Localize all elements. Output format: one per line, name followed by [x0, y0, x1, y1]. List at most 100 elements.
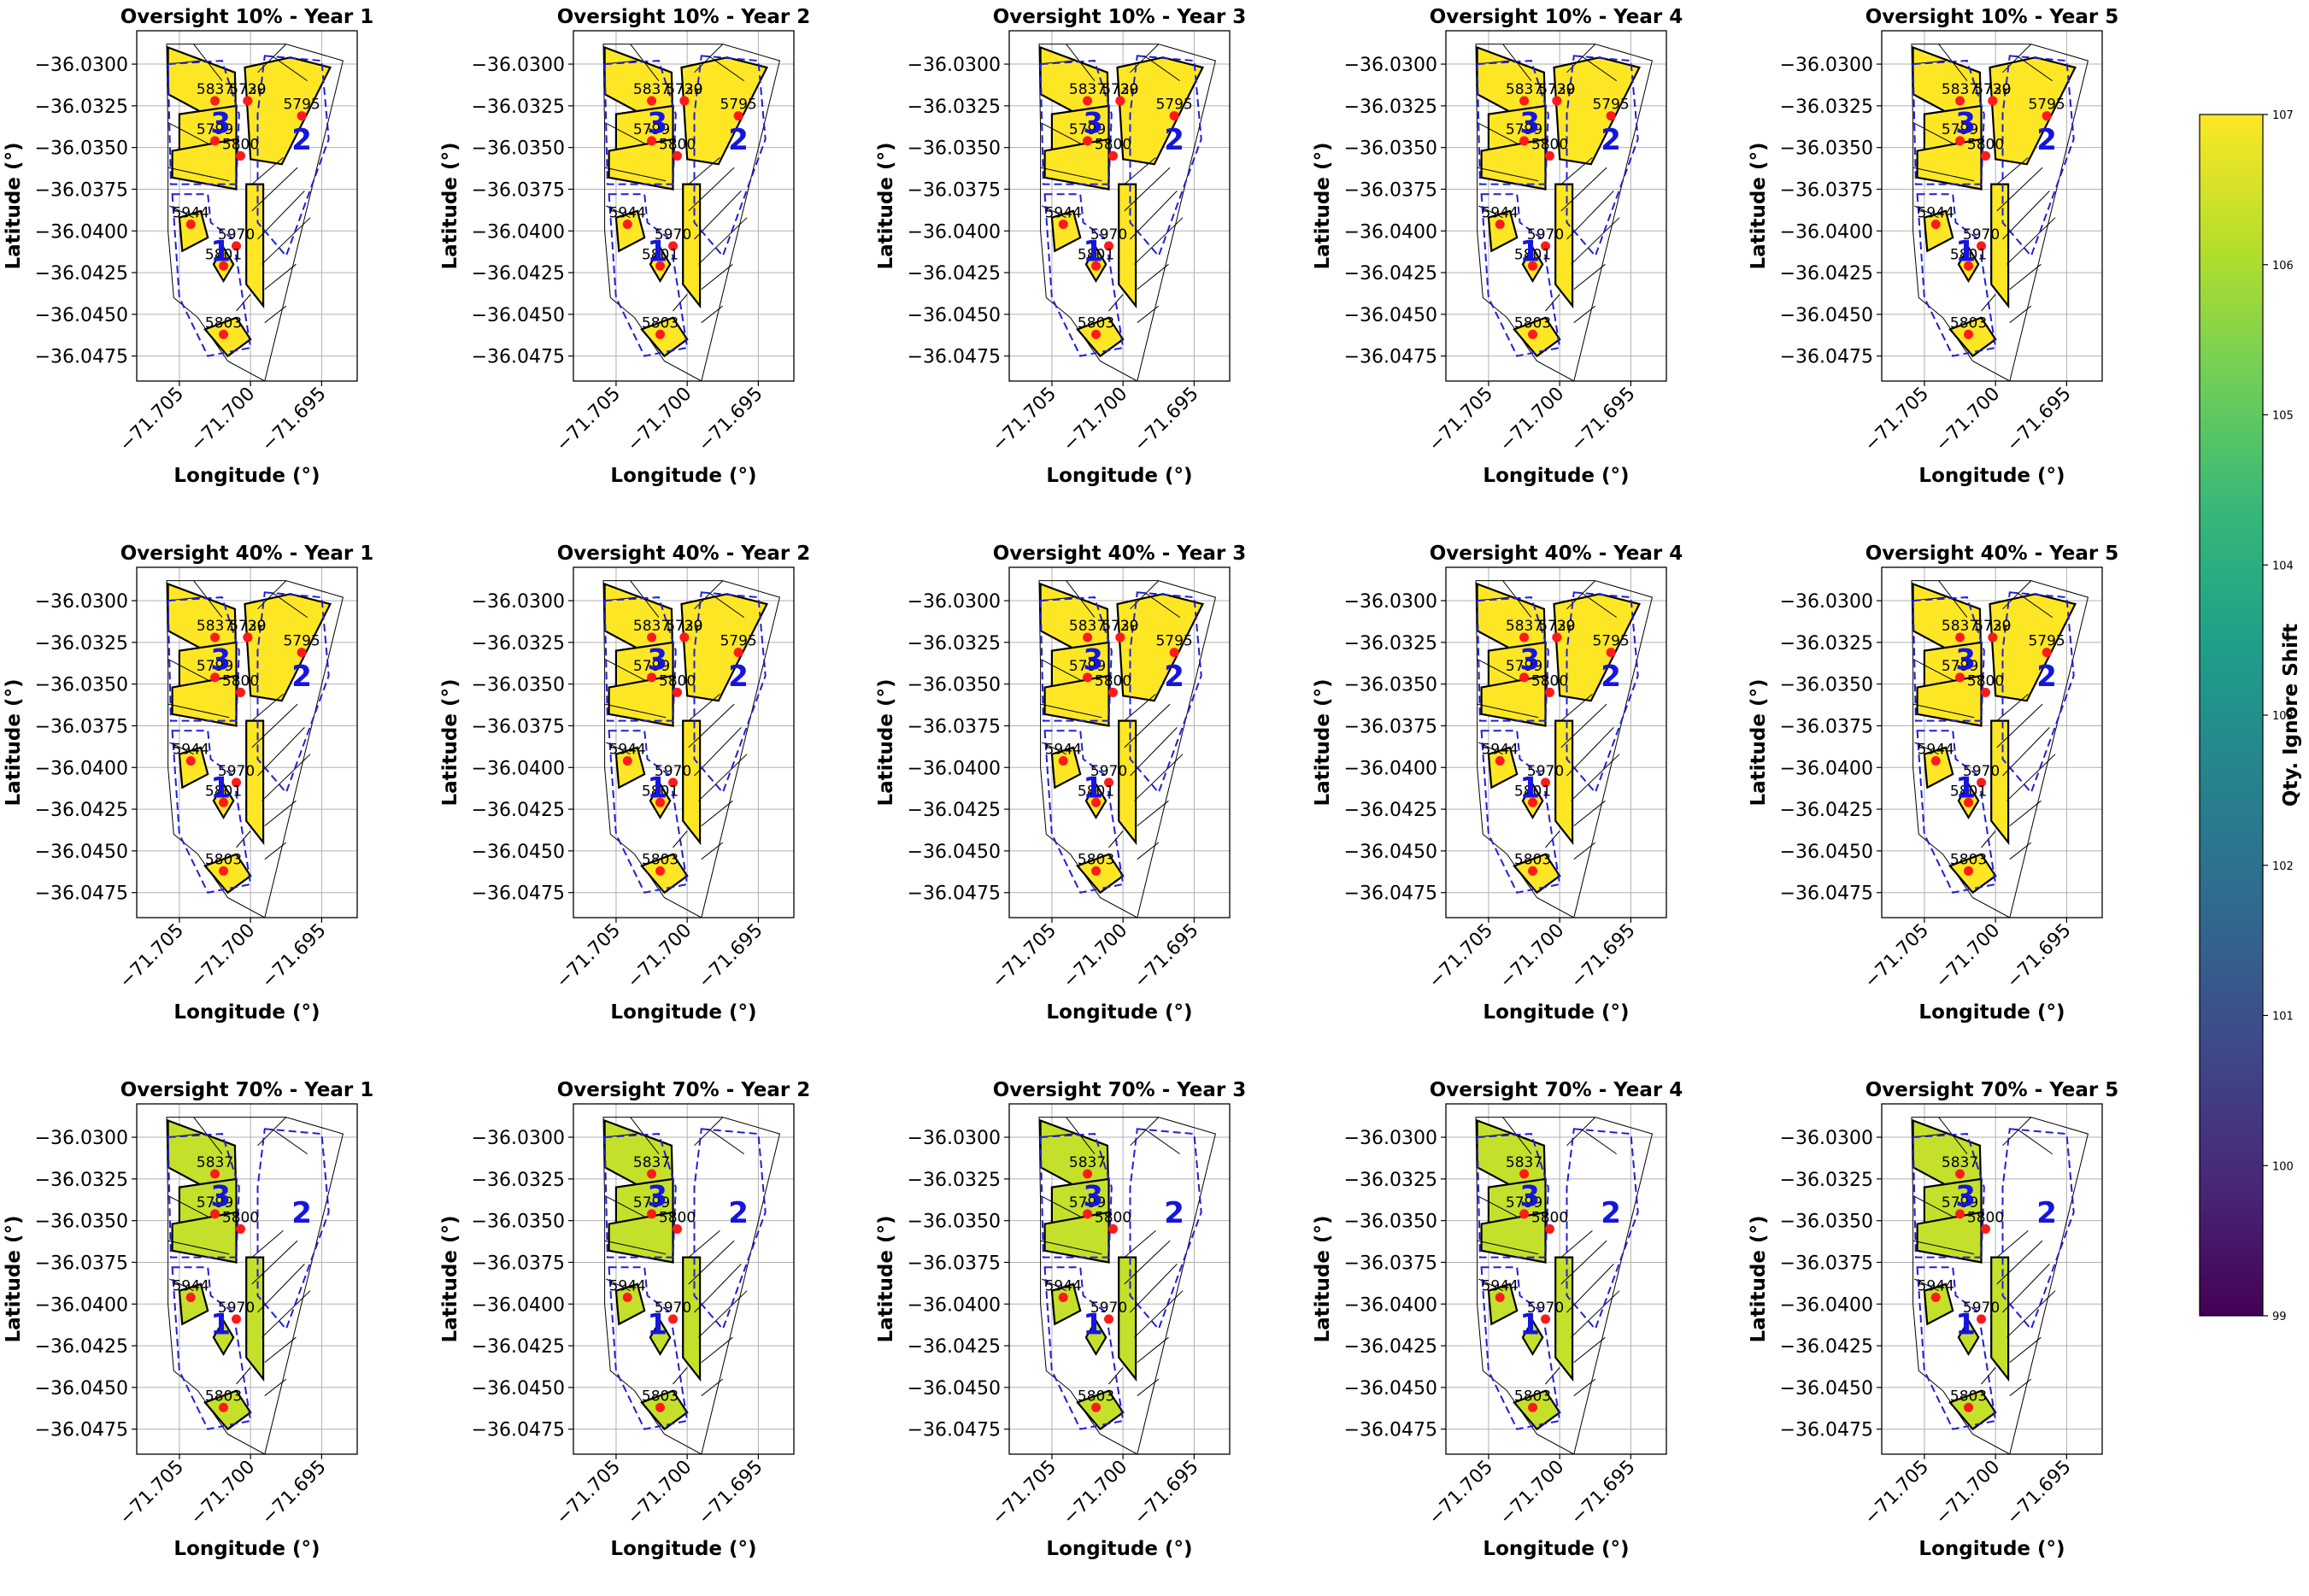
x-axis-label: Longitude (°) [173, 1538, 320, 1560]
base-outline [1038, 44, 1216, 381]
panel-title: Oversight 10% - Year 3 [993, 6, 1247, 28]
zone-1-boundary [171, 193, 252, 357]
x-tick-label: −71.700 [186, 384, 259, 456]
plot-frame [136, 1103, 358, 1455]
well-point [236, 1223, 246, 1234]
base-outline [602, 44, 780, 381]
y-tick-label: −36.0425 [472, 1336, 565, 1358]
x-axis-label: Longitude (°) [610, 1538, 756, 1560]
plot-frame [1008, 566, 1231, 918]
well-label: 5837 [197, 81, 233, 98]
base-outline [602, 580, 780, 918]
zone-2-label: 2 [2036, 1196, 2057, 1230]
y-tick-label: −36.0325 [35, 97, 128, 118]
zone-3-label: 3 [1955, 106, 1976, 140]
y-tick-label: −36.0450 [1344, 1378, 1437, 1399]
y-axis-label: Latitude (°) [3, 678, 25, 806]
well-label: 5970 [1527, 763, 1564, 780]
well-point [668, 241, 679, 251]
zone-2-boundary [256, 55, 330, 258]
parcel-boundary [701, 1336, 733, 1363]
well-label: 5944 [1045, 741, 1082, 758]
zone-3-label: 3 [647, 1179, 667, 1213]
y-tick-label: −36.0400 [472, 221, 565, 243]
well-label: 5970 [1963, 226, 2000, 244]
parcel-boundary [1571, 1290, 1620, 1338]
well-point [1058, 219, 1068, 229]
colorbar: 99 100 101 102 103 104 105 106 107 Qty. Ignore Sh… [2199, 109, 2302, 1323]
well-label: 5799 [197, 658, 233, 675]
colorbar-tick-label: 100 [2272, 1160, 2294, 1173]
parcel-boundary [251, 1240, 298, 1285]
well-point [1083, 136, 1093, 146]
panel-title: Oversight 40% - Year 2 [557, 543, 811, 565]
well-label: 5729 [229, 618, 266, 635]
x-tick-label: −71.695 [257, 920, 330, 993]
well-point [1169, 111, 1179, 121]
y-axis-label: Latitude (°) [3, 142, 25, 269]
panel-title: Oversight 70% - Year 4 [1430, 1079, 1683, 1101]
y-axis-label: Latitude (°) [1748, 1215, 1770, 1342]
parcel-boundary [2016, 591, 2053, 619]
zone-3-label: 3 [210, 1179, 231, 1213]
x-axis-label: Longitude (°) [1918, 1001, 2065, 1024]
zone-1-boundary [1480, 730, 1561, 894]
zone-2-boundary [693, 591, 767, 795]
y-tick-label: −36.0375 [35, 716, 128, 737]
well-point [1519, 96, 1530, 106]
well-point [647, 96, 657, 106]
well-point [1169, 648, 1179, 658]
well-label: 5799 [1942, 121, 1978, 138]
x-tick-label: −71.700 [1931, 920, 2004, 993]
well-point [210, 1169, 220, 1179]
well-label: 5970 [1527, 1300, 1564, 1317]
zone-1-boundary [1916, 193, 1997, 357]
y-tick-label: −36.0325 [1780, 633, 1873, 654]
well-point [679, 96, 690, 106]
base-outline [166, 44, 344, 381]
y-tick-label: −36.0400 [1344, 221, 1437, 243]
zone-3-boundary [167, 596, 240, 722]
parcel-boundary [701, 842, 724, 860]
parcel-boundary [701, 800, 733, 826]
well-point [1606, 111, 1616, 121]
y-tick-label: −36.0375 [1780, 179, 1873, 201]
well-label: 5803 [642, 851, 679, 868]
y-axis-label: Latitude (°) [439, 1215, 461, 1342]
well-label: 5799 [1506, 1194, 1542, 1212]
panel-title: Oversight 40% - Year 5 [1865, 543, 2119, 565]
y-tick-label: −36.0475 [1780, 883, 1873, 905]
parcel-boundary [1040, 167, 1102, 182]
well-point [1104, 777, 1114, 788]
well-label: 5801 [1950, 246, 1987, 263]
zone-2-label: 2 [1601, 660, 1621, 694]
parcel-boundary [1912, 167, 1975, 182]
parcel-boundary [167, 703, 230, 719]
parcel-boundary [1040, 703, 1102, 719]
x-tick-label: −71.700 [623, 920, 696, 993]
y-tick-label: −36.0350 [35, 675, 128, 696]
well-label: 5730 [1538, 81, 1575, 98]
zone-3-label: 3 [647, 643, 667, 677]
zone-3-label: 3 [1083, 643, 1103, 677]
well-label: 5970 [218, 1300, 255, 1317]
y-tick-label: −36.0425 [1780, 263, 1873, 285]
panel-grid: 5730572958375795579958005944597058015803… [3, 6, 2118, 1560]
parcel-boundary [694, 1117, 724, 1147]
parcel-boundary [1143, 1128, 1180, 1155]
x-tick-label: −71.705 [1425, 920, 1497, 993]
zone-1-parcel [1076, 316, 1125, 358]
well-point [1519, 1169, 1530, 1179]
parcel-boundary [1477, 1240, 1539, 1255]
parcel-boundary [2002, 44, 2032, 73]
parcel-boundary [1996, 703, 2043, 748]
parcel-boundary [1573, 263, 1606, 290]
parcel-boundary [1477, 1194, 1519, 1218]
well-label: 5837 [197, 618, 233, 635]
zone-3-label: 3 [210, 643, 231, 677]
well-point [1981, 687, 1991, 697]
well-label: 5801 [1514, 246, 1551, 263]
